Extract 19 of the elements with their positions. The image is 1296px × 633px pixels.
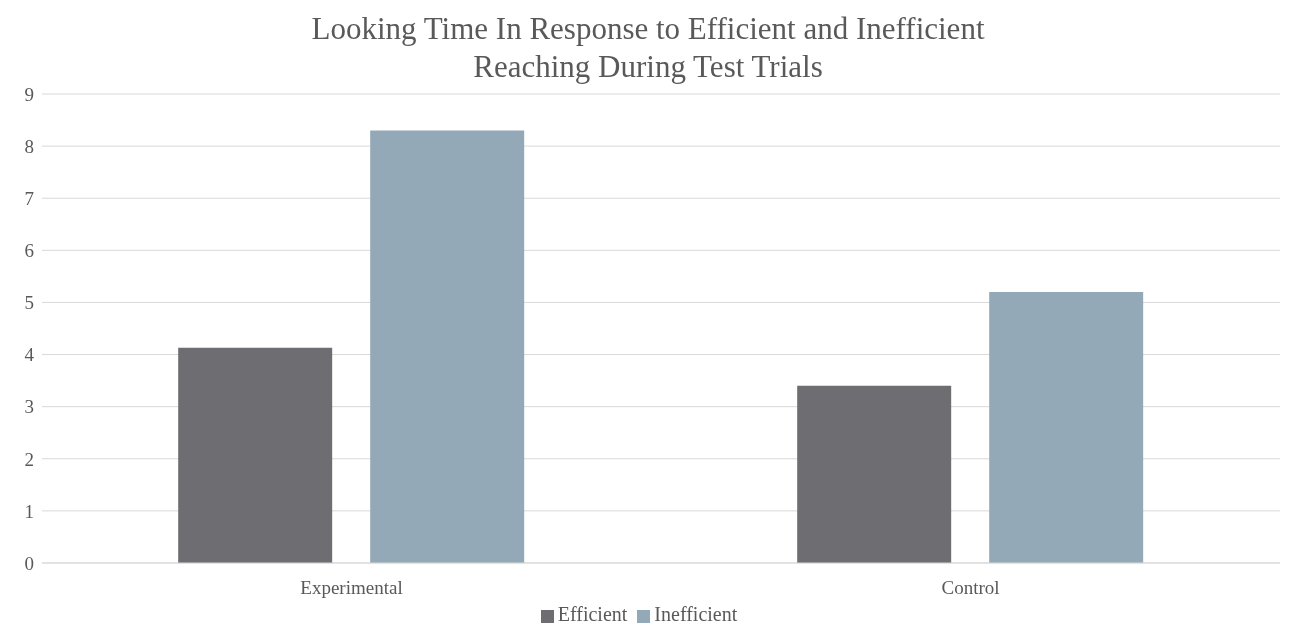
- y-tick-label: 5: [24, 292, 34, 314]
- y-tick-label: 3: [24, 396, 34, 418]
- bar: [178, 347, 333, 563]
- x-tick-label: Control: [941, 577, 1000, 599]
- x-tick-label: Experimental: [300, 577, 403, 599]
- legend-label: Efficient: [557, 603, 628, 625]
- bar: [370, 130, 525, 563]
- y-tick-label: 2: [24, 448, 34, 470]
- y-tick-label: 7: [24, 187, 34, 209]
- legend-label: Inefficient: [654, 603, 738, 625]
- y-tick-label: 0: [24, 552, 34, 574]
- y-tick-label: 6: [24, 240, 34, 262]
- y-tick-label: 4: [24, 344, 35, 366]
- y-tick-label: 1: [24, 500, 34, 522]
- bar: [797, 385, 952, 563]
- y-tick-label: 8: [24, 135, 34, 157]
- chart-title: Looking Time In Response to Efficient and Inefficient Reaching During Test Trials: [311, 11, 985, 84]
- y-tick-label: 9: [24, 83, 34, 105]
- bar: [989, 292, 1144, 563]
